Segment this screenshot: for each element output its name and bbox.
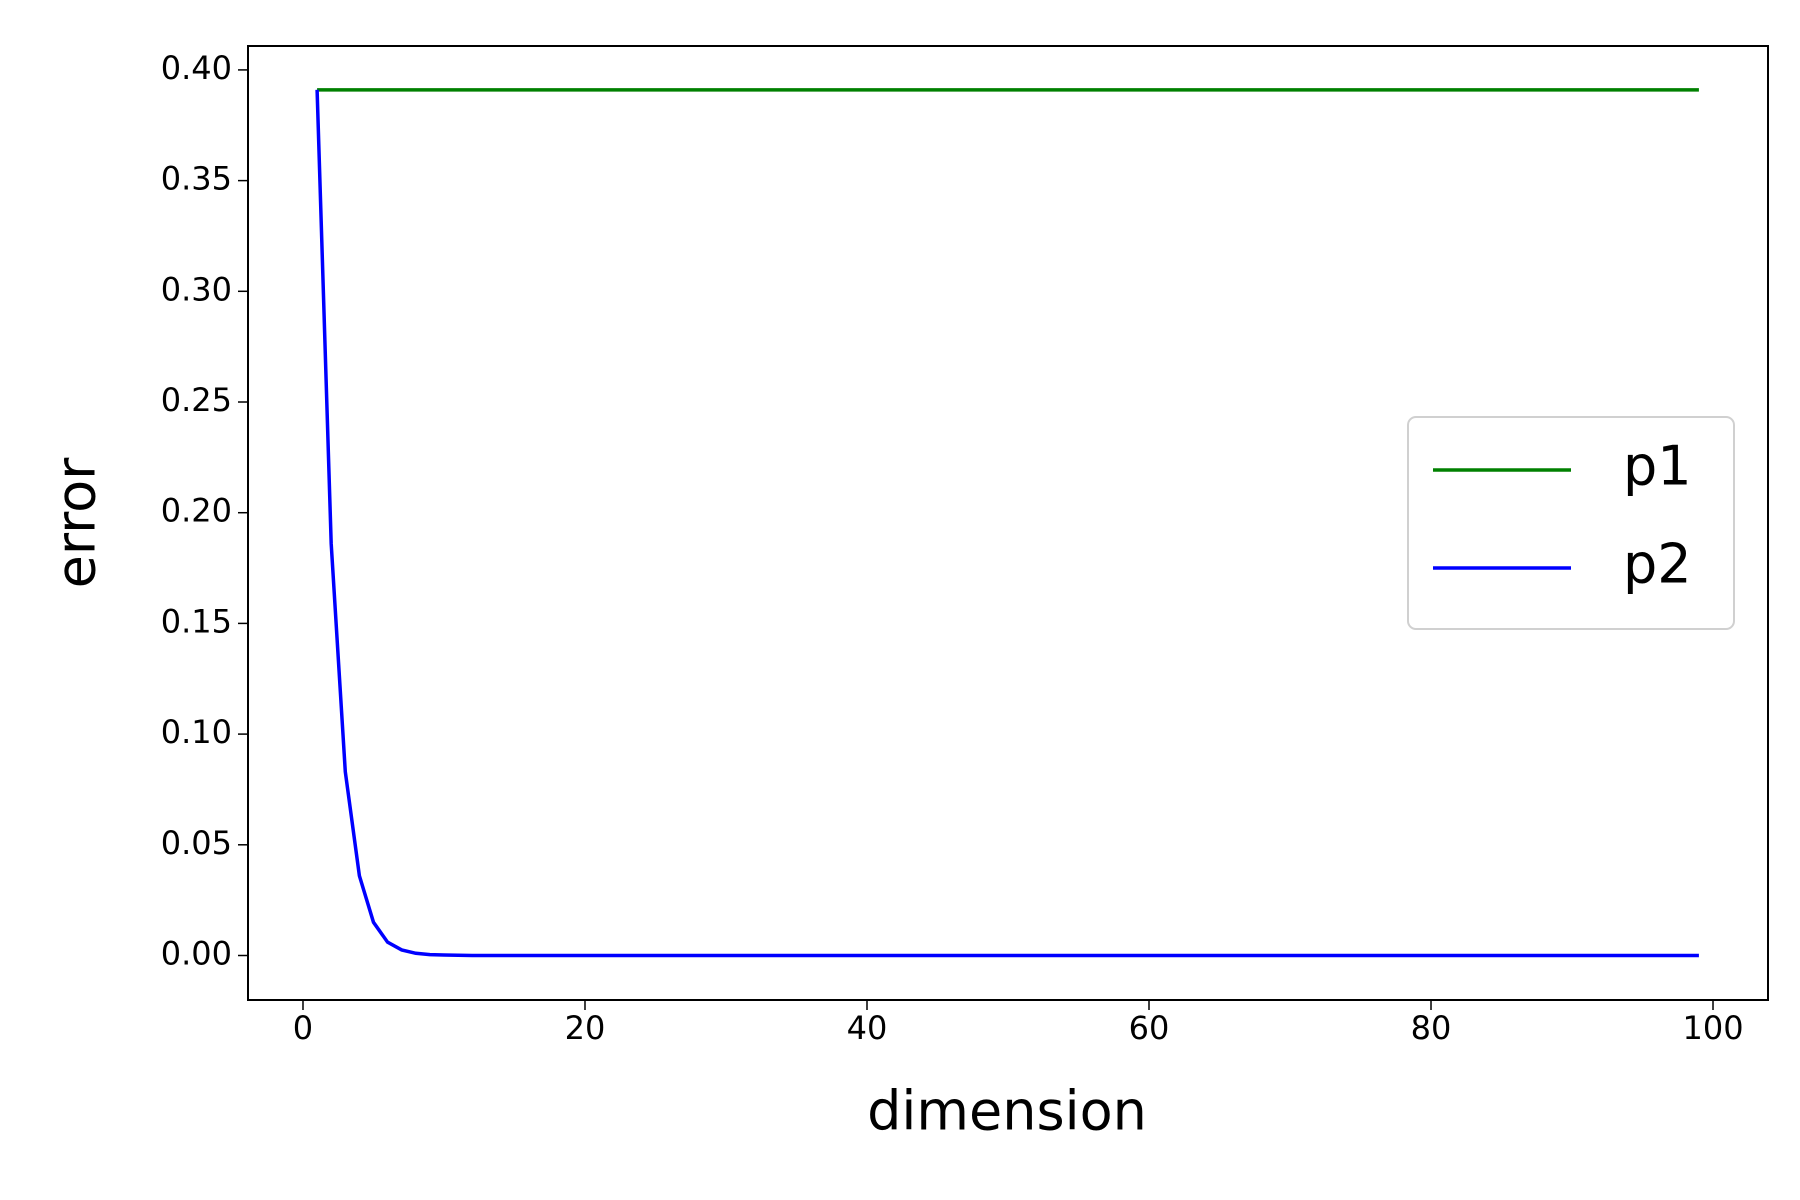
y-tick-label: 0.35 (161, 160, 232, 198)
y-tick-label: 0.15 (161, 602, 232, 640)
y-tick-label: 0.40 (161, 49, 232, 87)
plot-frame (247, 45, 1769, 1001)
legend-label: p1 (1623, 435, 1692, 498)
x-tick-label: 40 (847, 1009, 888, 1047)
y-axis-label: error (45, 457, 108, 589)
x-tick-label: 20 (565, 1009, 606, 1047)
y-tick-label: 0.00 (161, 934, 232, 972)
x-tick-label: 0 (293, 1009, 313, 1047)
legend: p1 p2 (1407, 416, 1735, 630)
x-tick-label: 100 (1682, 1009, 1743, 1047)
x-tick-label: 80 (1411, 1009, 1452, 1047)
y-tick-label: 0.05 (161, 824, 232, 862)
legend-label: p2 (1623, 533, 1692, 596)
x-axis-label: dimension (867, 1080, 1147, 1143)
y-tick-label: 0.25 (161, 381, 232, 419)
y-tick-label: 0.10 (161, 713, 232, 751)
line (315, 89, 1699, 958)
y-tick-label: 0.30 (161, 270, 232, 308)
y-tick-label: 0.20 (161, 492, 232, 530)
x-tick-label: 60 (1129, 1009, 1170, 1047)
